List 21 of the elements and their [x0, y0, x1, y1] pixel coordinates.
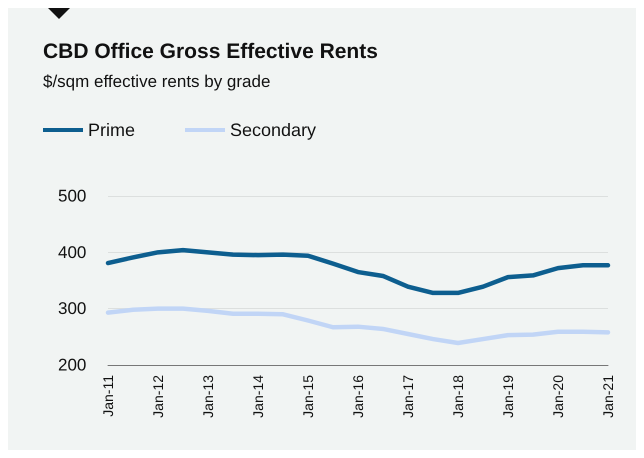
- x-tick-label: Jan-18: [450, 374, 466, 418]
- legend-label: Prime: [88, 120, 136, 140]
- line-series: [106, 248, 610, 296]
- x-tick-label: Jan-11: [100, 374, 116, 417]
- x-tick-label: Jan-13: [200, 374, 216, 418]
- y-tick-label: 200: [58, 356, 86, 374]
- line-series: [106, 306, 610, 346]
- chart-subtitle: $/sqm effective rents by grade: [43, 72, 270, 91]
- chart-title: CBD Office Gross Effective Rents: [43, 40, 378, 63]
- y-tick-label: 400: [58, 242, 86, 262]
- x-tick-label: Jan-19: [500, 374, 516, 418]
- legend-label: Secondary: [230, 120, 316, 140]
- x-tick-label: Jan-17: [400, 374, 416, 418]
- x-tick-label: Jan-21: [600, 374, 616, 418]
- y-tick-label: 300: [58, 299, 86, 318]
- x-tick-label: Jan-12: [150, 374, 166, 418]
- x-tick-label: Jan-16: [350, 374, 366, 418]
- y-tick-label: 500: [58, 186, 86, 206]
- x-tick-label: Jan-14: [250, 374, 266, 418]
- x-tick-label: Jan-15: [300, 374, 316, 418]
- x-tick-label: Jan-20: [550, 374, 566, 418]
